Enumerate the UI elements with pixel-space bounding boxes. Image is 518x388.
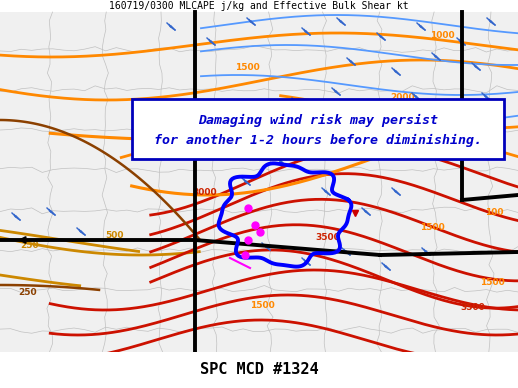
Text: 100: 100 xyxy=(485,208,503,217)
Text: SPC MCD #1324: SPC MCD #1324 xyxy=(199,362,319,378)
Text: for another 1-2 hours before diminishing.: for another 1-2 hours before diminishing… xyxy=(154,133,482,147)
Text: 500: 500 xyxy=(105,231,123,240)
Text: 250: 250 xyxy=(18,288,37,297)
Text: 3500: 3500 xyxy=(315,233,340,242)
FancyBboxPatch shape xyxy=(0,12,518,352)
FancyBboxPatch shape xyxy=(132,99,504,159)
Text: 1500: 1500 xyxy=(250,301,275,310)
Text: 1000: 1000 xyxy=(430,31,455,40)
Text: 3500: 3500 xyxy=(460,303,485,312)
Text: 1500: 1500 xyxy=(235,63,260,72)
Text: 2500: 2500 xyxy=(250,128,275,137)
Text: 1500: 1500 xyxy=(480,278,505,287)
FancyBboxPatch shape xyxy=(0,352,518,388)
Text: Damaging wind risk may persist: Damaging wind risk may persist xyxy=(198,113,438,126)
Text: 3000: 3000 xyxy=(192,188,217,197)
Text: 2000: 2000 xyxy=(390,93,414,102)
Text: 160719/0300 MLCAPE j/kg and Effective Bulk Shear kt: 160719/0300 MLCAPE j/kg and Effective Bu… xyxy=(109,1,409,11)
Text: 250: 250 xyxy=(20,241,39,250)
Text: 1500: 1500 xyxy=(420,223,445,232)
